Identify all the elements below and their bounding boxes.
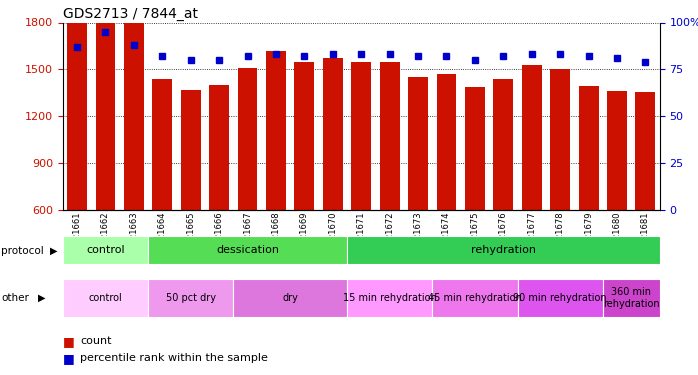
- Bar: [579, 86, 598, 210]
- Bar: [635, 92, 655, 210]
- Text: 50 pct dry: 50 pct dry: [165, 293, 216, 303]
- Text: 15 min rehydration: 15 min rehydration: [343, 293, 436, 303]
- Bar: [209, 85, 229, 210]
- Text: dessication: dessication: [216, 245, 279, 255]
- Bar: [432, 279, 517, 317]
- Bar: [522, 64, 542, 210]
- Bar: [323, 58, 343, 210]
- Bar: [436, 74, 456, 210]
- Bar: [63, 279, 148, 317]
- Bar: [603, 279, 660, 317]
- Bar: [347, 236, 660, 264]
- Text: ■: ■: [63, 335, 75, 348]
- Text: ■: ■: [63, 352, 75, 364]
- Bar: [181, 90, 200, 210]
- Bar: [295, 62, 314, 210]
- Bar: [550, 69, 570, 210]
- Text: protocol: protocol: [1, 246, 44, 255]
- Text: control: control: [86, 245, 125, 255]
- Text: ▶: ▶: [50, 246, 58, 255]
- Bar: [63, 236, 148, 264]
- Bar: [351, 62, 371, 210]
- Bar: [96, 0, 115, 210]
- Bar: [380, 62, 399, 210]
- Bar: [148, 279, 233, 317]
- Bar: [124, 0, 144, 210]
- Bar: [408, 77, 428, 210]
- Text: count: count: [80, 336, 112, 346]
- Text: other: other: [1, 293, 29, 303]
- Text: rehydration: rehydration: [471, 245, 536, 255]
- Bar: [233, 279, 347, 317]
- Bar: [493, 79, 513, 210]
- Text: GDS2713 / 7844_at: GDS2713 / 7844_at: [63, 8, 198, 21]
- Bar: [607, 91, 627, 210]
- Text: 90 min rehydration: 90 min rehydration: [513, 293, 607, 303]
- Bar: [152, 79, 172, 210]
- Text: percentile rank within the sample: percentile rank within the sample: [80, 353, 268, 363]
- Bar: [67, 9, 87, 210]
- Text: 360 min
rehydration: 360 min rehydration: [603, 287, 660, 309]
- Text: dry: dry: [282, 293, 298, 303]
- Bar: [266, 51, 286, 210]
- Bar: [148, 236, 347, 264]
- Bar: [347, 279, 432, 317]
- Bar: [465, 87, 485, 210]
- Bar: [237, 68, 258, 210]
- Text: 45 min rehydration: 45 min rehydration: [428, 293, 522, 303]
- Text: ▶: ▶: [38, 293, 46, 303]
- Text: control: control: [89, 293, 122, 303]
- Bar: [517, 279, 603, 317]
